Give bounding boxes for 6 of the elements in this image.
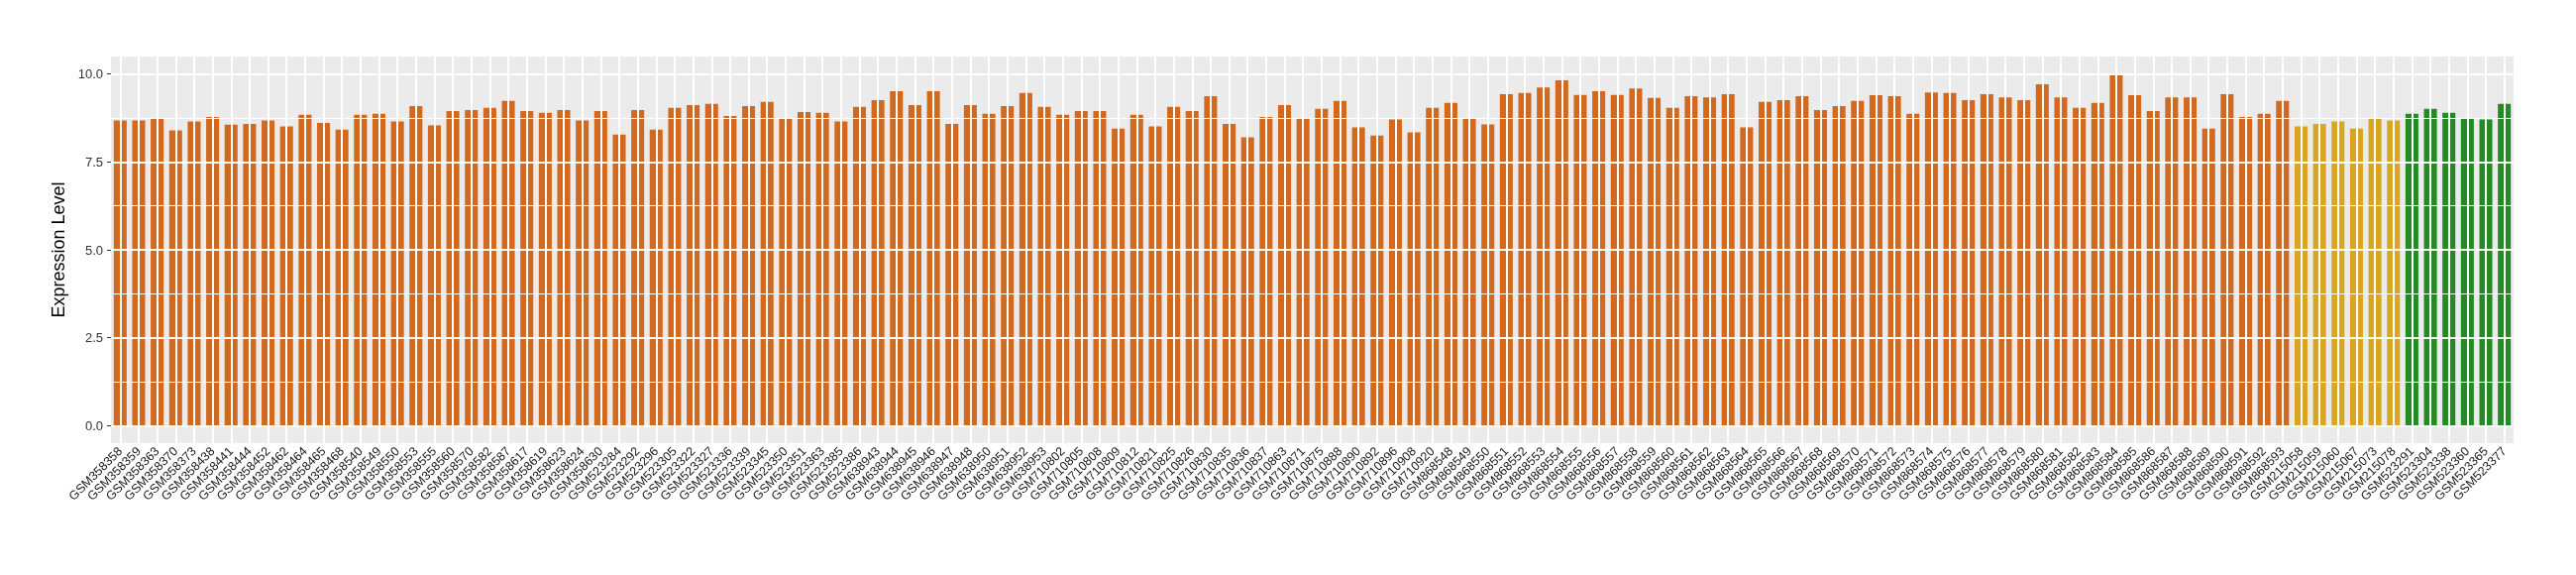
- y-tick-label: 10.0: [77, 66, 103, 82]
- y-tick-label: 7.5: [84, 154, 103, 170]
- y-axis-title: Expression Level: [48, 181, 68, 318]
- y-tick-label: 0.0: [84, 417, 103, 433]
- y-tick-label: 5.0: [84, 242, 103, 258]
- y-tick-label: 2.5: [84, 330, 103, 346]
